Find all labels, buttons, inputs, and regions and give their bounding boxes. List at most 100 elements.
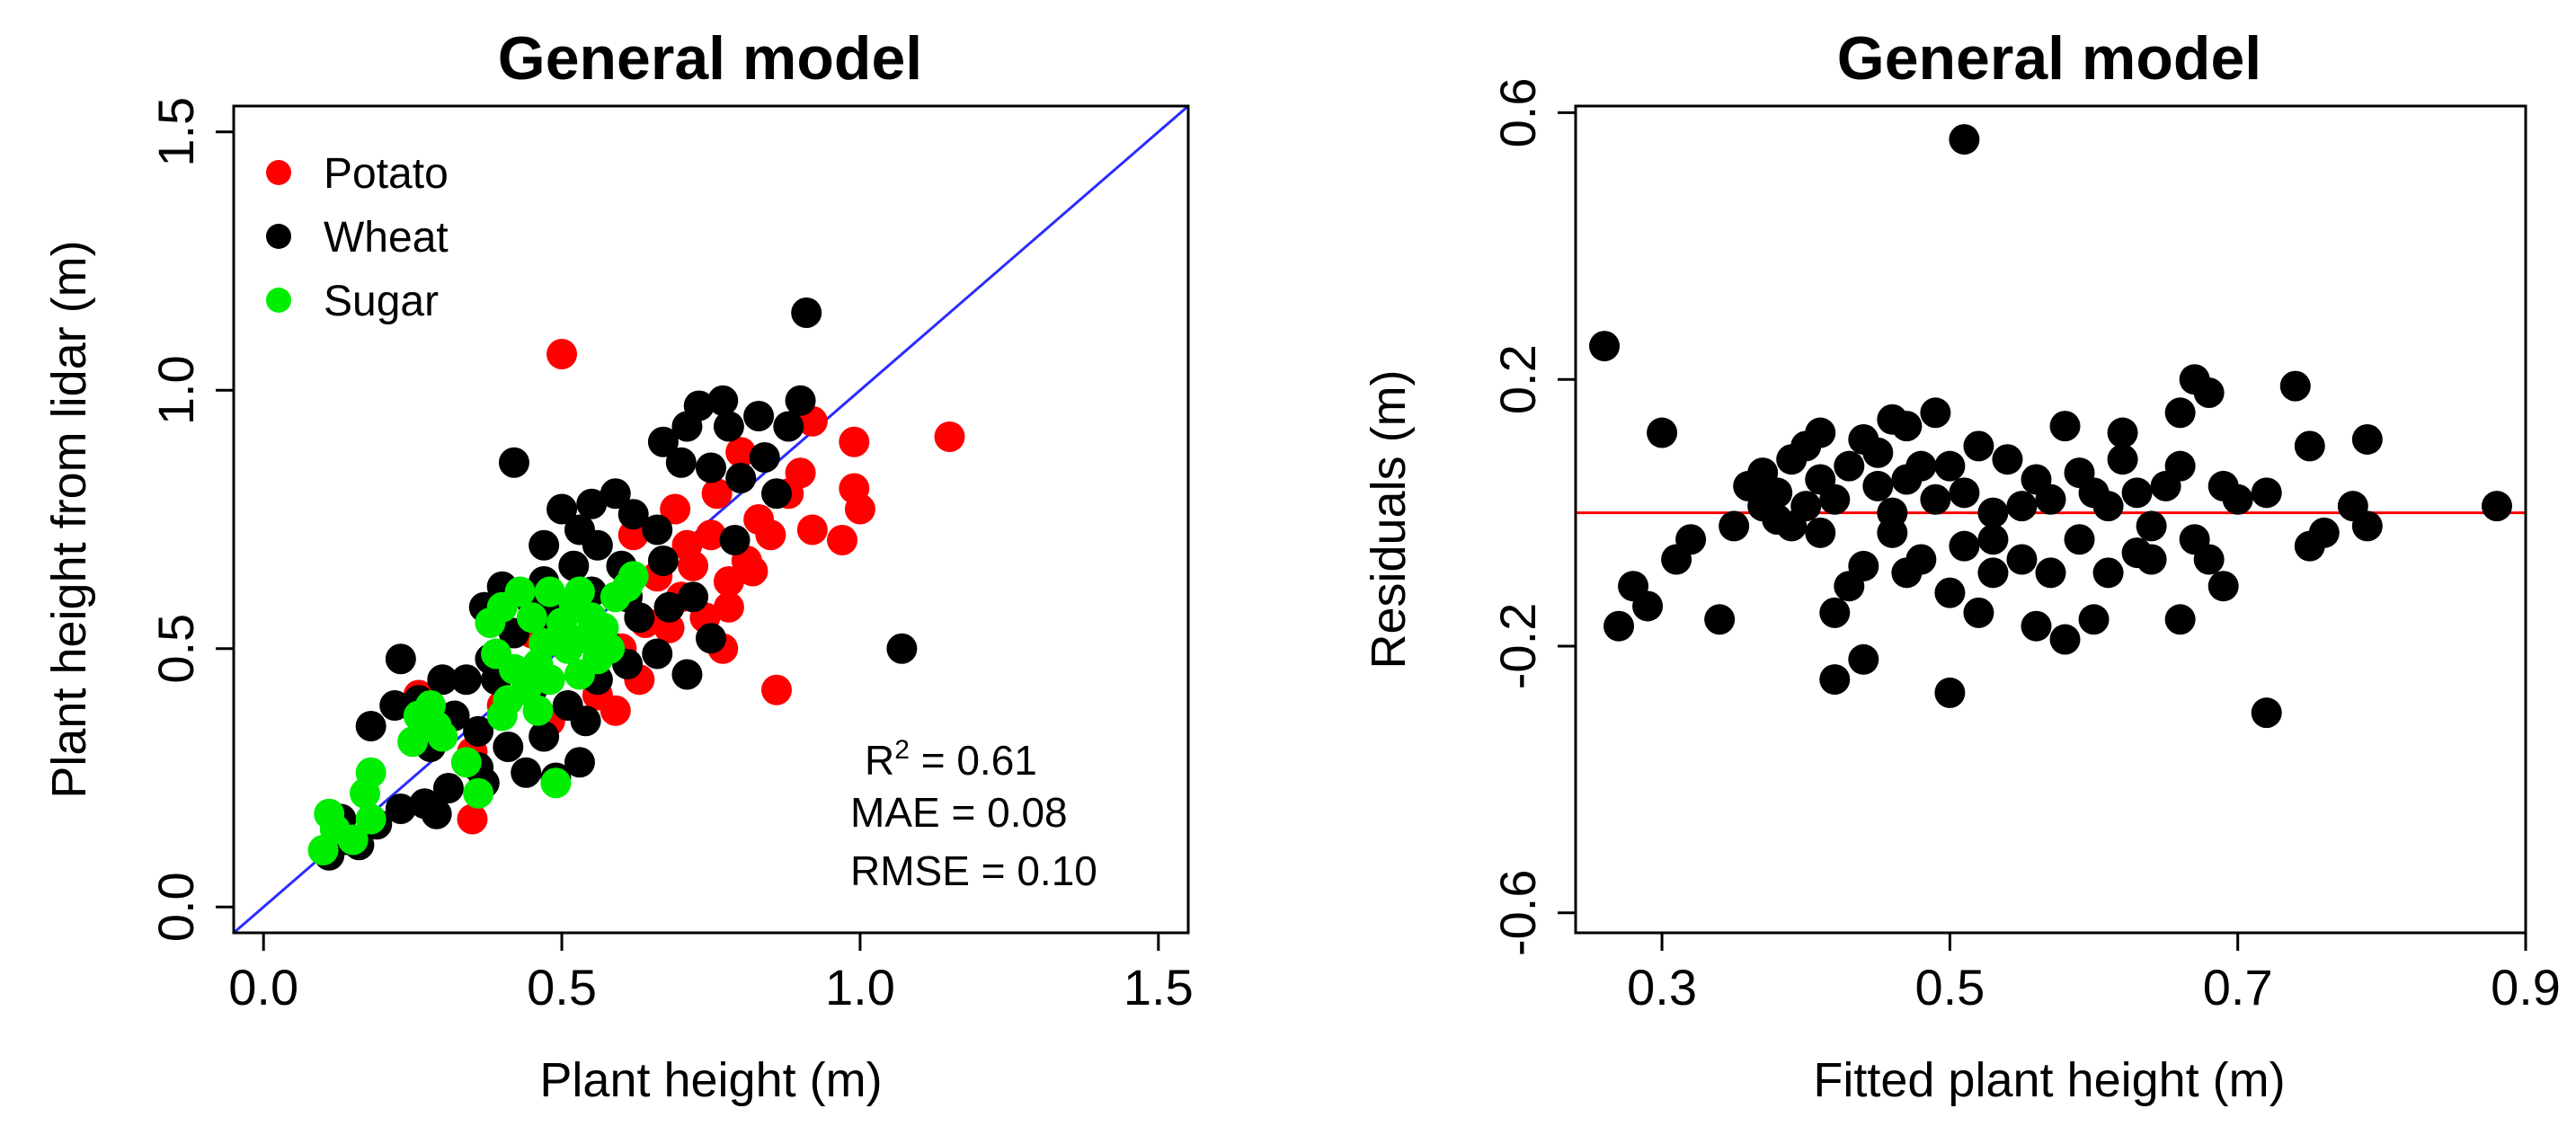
right-point-residuals — [1819, 664, 1851, 696]
legend-marker-wheat — [266, 224, 291, 249]
left-point-wheat — [463, 715, 494, 747]
right-point-residuals — [2481, 491, 2512, 522]
left-point-sugar — [522, 695, 554, 726]
left-point-sugar — [481, 638, 512, 670]
left-point-wheat — [576, 488, 608, 519]
left-plot-frame — [232, 104, 1190, 935]
right-point-residuals — [1790, 491, 1822, 522]
left-point-potato — [713, 566, 744, 597]
right-point-residuals — [1647, 417, 1678, 448]
right-point-residuals — [2164, 397, 2196, 429]
left-point-potato — [934, 421, 965, 452]
right-point-residuals — [1719, 510, 1750, 542]
right-point-residuals — [2351, 423, 2383, 455]
left-point-wheat — [671, 659, 703, 690]
one-to-one-line — [233, 104, 1189, 935]
right-x-ticks: 0.3 0.5 0.7 0.9 — [1627, 933, 2561, 1015]
left-point-potato — [839, 426, 870, 457]
right-point-residuals — [2049, 624, 2081, 655]
left-point-wheat — [385, 643, 416, 675]
left-point-wheat — [743, 401, 775, 431]
left-point-wheat — [785, 385, 816, 416]
right-point-residuals — [2092, 557, 2124, 589]
right-y-tick-label: -0.6 — [1489, 869, 1546, 956]
left-point-wheat — [529, 721, 560, 752]
right-point-residuals — [1819, 483, 1851, 515]
right-chart-title: General model — [1837, 24, 2261, 93]
left-point-potato — [737, 555, 768, 587]
right-point-residuals — [2006, 544, 2038, 575]
left-point-potato — [755, 519, 786, 551]
right-point-residuals — [2193, 544, 2225, 575]
right-point-residuals — [2136, 544, 2167, 575]
right-point-residuals — [1877, 497, 1908, 528]
right-point-residuals — [1834, 450, 1865, 482]
right-point-residuals — [1891, 411, 1923, 442]
left-point-wheat — [773, 411, 804, 442]
right-point-residuals — [1704, 604, 1736, 635]
left-x-tick-label: 0.5 — [527, 959, 597, 1015]
right-y-axis-label: Residuals (m) — [1362, 369, 1416, 669]
right-point-residuals — [2107, 444, 2138, 475]
left-point-wheat — [617, 499, 649, 530]
left-point-sugar — [450, 747, 482, 778]
right-x-tick-label: 0.3 — [1627, 959, 1697, 1015]
right-point-residuals — [2078, 477, 2110, 509]
right-point-residuals — [1862, 470, 1894, 501]
right-point-residuals — [1977, 557, 2009, 589]
right-point-residuals — [1819, 597, 1851, 628]
right-x-axis-label: Fitted plant height (m) — [1813, 1053, 2285, 1107]
left-point-wheat — [791, 297, 822, 328]
right-point-residuals — [2035, 557, 2066, 589]
left-point-wheat — [642, 638, 673, 670]
left-point-potato — [660, 493, 691, 525]
right-point-residuals — [2164, 604, 2196, 635]
left-point-wheat — [564, 747, 595, 778]
left-point-sugar — [534, 664, 565, 696]
right-y-tick-label: -0.2 — [1489, 603, 1546, 690]
left-point-sugar — [564, 576, 595, 607]
left-point-wheat — [570, 705, 601, 737]
legend-label-wheat: Wheat — [324, 214, 449, 262]
right-point-residuals — [1805, 417, 1836, 448]
left-point-wheat — [355, 711, 386, 741]
left-point-wheat — [653, 591, 685, 623]
stats-annotation: R2 = 0.61 MAE = 0.08 RMSE = 0.10 — [850, 735, 1097, 894]
left-point-wheat — [696, 623, 726, 654]
right-point-residuals — [2251, 697, 2282, 729]
left-point-sugar — [355, 757, 386, 788]
right-point-residuals — [1977, 524, 2009, 555]
right-point-residuals — [2006, 491, 2038, 522]
left-point-sugar — [552, 633, 583, 664]
left-point-wheat — [678, 581, 709, 613]
right-point-residuals — [2078, 604, 2110, 635]
left-y-tick-label: 1.5 — [147, 97, 204, 167]
left-chart-title: General model — [498, 24, 922, 93]
right-point-residuals — [1632, 590, 1664, 622]
left-point-wheat — [498, 447, 529, 478]
left-point-wheat — [647, 545, 679, 576]
left-point-wheat — [450, 664, 482, 696]
left-point-sugar — [397, 726, 429, 758]
right-point-residuals — [1934, 450, 1966, 482]
right-point-residuals — [1977, 497, 2009, 528]
right-point-residuals — [1934, 577, 1966, 608]
right-point-residuals — [2049, 411, 2081, 442]
left-point-wheat — [713, 411, 744, 442]
right-point-residuals — [2064, 524, 2095, 555]
left-point-wheat — [546, 493, 578, 525]
left-point-potato — [696, 519, 726, 551]
right-point-residuals — [1905, 544, 1937, 575]
left-point-wheat — [719, 525, 751, 555]
left-x-tick-label: 1.5 — [1124, 959, 1194, 1015]
panel-left-predicted-vs-measured: General model 0.0 0.5 1.0 1.5 0.00.51.01.5 … — [42, 24, 1194, 1107]
right-point-residuals — [1934, 677, 1966, 708]
right-point-residuals — [1920, 483, 1951, 515]
right-point-residuals — [1949, 124, 1980, 155]
left-y-tick-label: 1.0 — [147, 355, 204, 425]
left-point-wheat — [671, 411, 703, 442]
right-point-residuals — [1949, 477, 1980, 509]
right-point-residuals — [2021, 610, 2052, 642]
left-x-tick-label: 1.0 — [825, 959, 895, 1015]
left-point-potato — [713, 591, 744, 623]
